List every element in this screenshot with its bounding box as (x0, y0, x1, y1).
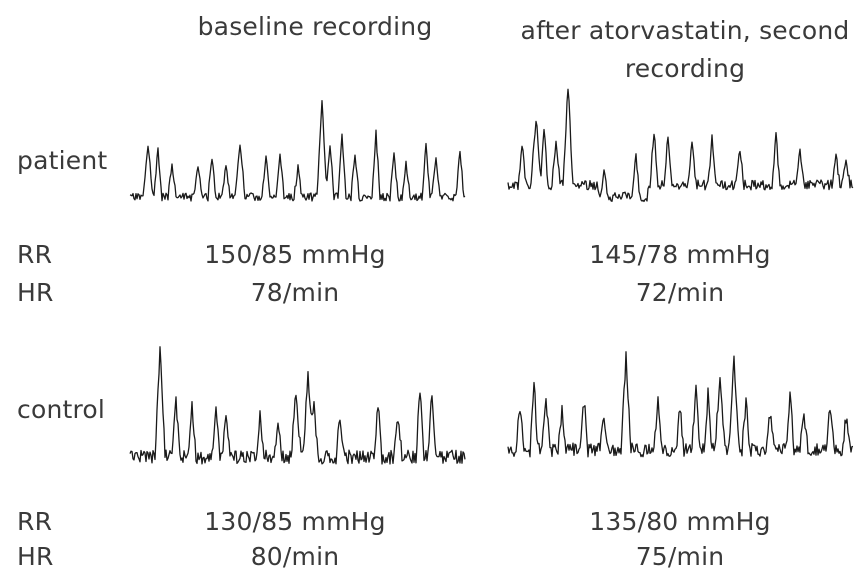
control-after-hr: 75/min (635, 542, 725, 571)
trace-control-after (507, 351, 854, 458)
hr-label-patient: HR (17, 278, 54, 307)
patient-after-rr: 145/78 mmHg (589, 240, 771, 269)
waveform-line (507, 88, 854, 203)
control-baseline-rr: 130/85 mmHg (204, 507, 386, 536)
patient-baseline-hr: 78/min (250, 278, 340, 307)
waveform-line (129, 346, 466, 465)
control-after-rr: 135/80 mmHg (589, 507, 771, 536)
trace-control-baseline (129, 346, 466, 465)
column-title-after-atorvastatin: after atorvastatin, second recording (520, 16, 850, 83)
hr-label-control: HR (17, 542, 54, 571)
rr-label-control: RR (17, 507, 53, 536)
trace-patient-after (507, 88, 854, 203)
row-label-control: control (17, 395, 106, 424)
control-baseline-hr: 80/min (250, 542, 340, 571)
trace-patient-baseline (129, 100, 466, 202)
waveform-line (129, 100, 466, 202)
patient-baseline-rr: 150/85 mmHg (204, 240, 386, 269)
rr-label-patient: RR (17, 240, 53, 269)
column-title-baseline: baseline recording (197, 12, 433, 41)
patient-after-hr: 72/min (635, 278, 725, 307)
row-label-patient: patient (17, 146, 108, 175)
waveform-line (507, 351, 854, 458)
